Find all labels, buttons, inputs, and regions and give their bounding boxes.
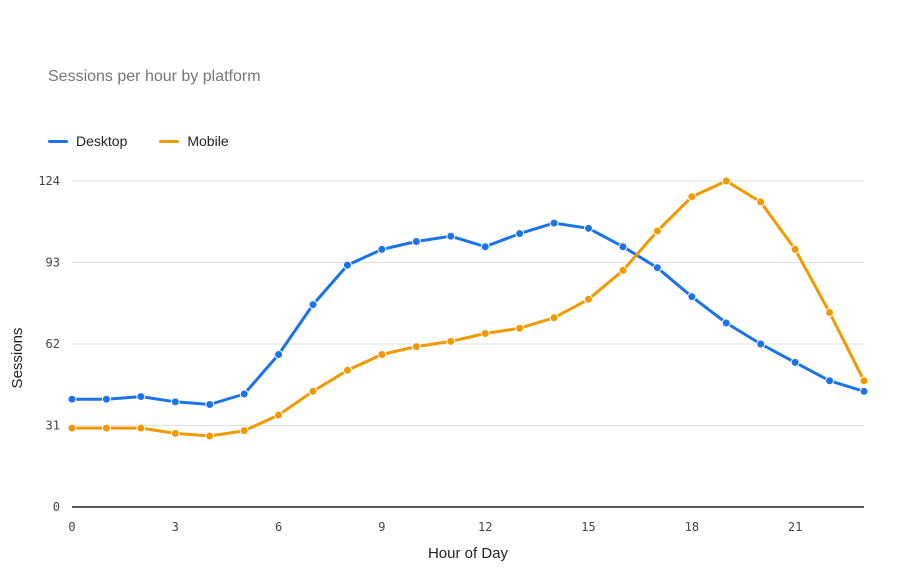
data-point-desktop[interactable] — [652, 263, 662, 273]
data-point-mobile[interactable] — [274, 410, 284, 420]
x-axis-title: Hour of Day — [428, 545, 509, 562]
y-tick-label: 124 — [38, 174, 60, 188]
data-point-mobile[interactable] — [652, 226, 662, 236]
data-point-desktop[interactable] — [274, 350, 284, 360]
data-point-mobile[interactable] — [584, 294, 594, 304]
data-point-mobile[interactable] — [342, 365, 352, 375]
data-point-mobile[interactable] — [721, 176, 731, 186]
legend-swatch-mobile — [159, 139, 180, 143]
series-line-mobile — [70, 179, 866, 438]
data-point-desktop[interactable] — [480, 242, 490, 252]
data-point-desktop[interactable] — [618, 242, 628, 252]
data-point-mobile[interactable] — [790, 244, 800, 254]
x-tick-label: 12 — [478, 520, 492, 534]
data-point-mobile[interactable] — [480, 328, 490, 338]
x-tick-label: 15 — [581, 520, 595, 534]
data-point-desktop[interactable] — [411, 236, 421, 246]
x-tick-label: 21 — [788, 520, 802, 534]
data-point-desktop[interactable] — [687, 292, 697, 302]
legend-label-desktop: Desktop — [76, 133, 128, 149]
data-point-desktop[interactable] — [790, 357, 800, 367]
y-tick-label: 31 — [46, 419, 60, 433]
data-point-desktop[interactable] — [136, 392, 146, 402]
legend: Desktop Mobile — [48, 133, 229, 149]
data-point-mobile[interactable] — [67, 423, 77, 433]
legend-label-mobile: Mobile — [187, 133, 229, 149]
data-point-desktop[interactable] — [205, 399, 215, 409]
legend-item-desktop[interactable]: Desktop — [48, 133, 127, 149]
data-point-mobile[interactable] — [756, 197, 766, 207]
series-line-desktop — [70, 221, 866, 406]
data-point-mobile[interactable] — [170, 428, 180, 438]
data-point-desktop[interactable] — [549, 218, 559, 228]
y-tick-label: 93 — [46, 256, 60, 270]
data-point-desktop[interactable] — [239, 389, 249, 399]
data-point-desktop[interactable] — [67, 394, 77, 404]
data-point-mobile[interactable] — [446, 336, 456, 346]
gridlines — [72, 180, 864, 426]
data-point-mobile[interactable] — [515, 323, 525, 333]
data-point-mobile[interactable] — [687, 192, 697, 202]
y-tick-label: 0 — [53, 500, 60, 514]
data-point-desktop[interactable] — [756, 339, 766, 349]
x-tick-label: 0 — [68, 520, 75, 534]
data-point-mobile[interactable] — [825, 307, 835, 317]
data-point-desktop[interactable] — [377, 244, 387, 254]
data-point-mobile[interactable] — [136, 423, 146, 433]
data-point-desktop[interactable] — [446, 231, 456, 241]
axes: 0 31 62 93 124 0 3 6 9 12 15 18 21 — [38, 174, 864, 534]
x-tick-label: 6 — [275, 520, 282, 534]
data-point-mobile[interactable] — [411, 342, 421, 352]
data-point-mobile[interactable] — [549, 313, 559, 323]
y-tick-label: 62 — [46, 337, 60, 351]
chart-title: Sessions per hour by platform — [48, 68, 261, 85]
legend-swatch-desktop — [48, 139, 68, 143]
data-point-mobile[interactable] — [205, 431, 215, 441]
data-point-desktop[interactable] — [101, 394, 111, 404]
data-point-desktop[interactable] — [859, 386, 869, 396]
data-point-desktop[interactable] — [721, 318, 731, 328]
data-point-desktop[interactable] — [515, 229, 525, 239]
data-point-mobile[interactable] — [859, 376, 869, 386]
x-tick-label: 9 — [378, 520, 385, 534]
data-point-mobile[interactable] — [239, 426, 249, 436]
series-desktop — [67, 218, 869, 409]
x-tick-label: 3 — [172, 520, 179, 534]
data-point-mobile[interactable] — [618, 265, 628, 275]
legend-item-mobile[interactable]: Mobile — [159, 133, 229, 149]
data-point-desktop[interactable] — [584, 223, 594, 233]
data-point-mobile[interactable] — [377, 350, 387, 360]
data-point-desktop[interactable] — [170, 397, 180, 407]
data-point-desktop[interactable] — [342, 260, 352, 270]
series-layer — [67, 176, 869, 441]
x-tick-label: 18 — [685, 520, 699, 534]
data-point-desktop[interactable] — [825, 376, 835, 386]
data-point-mobile[interactable] — [101, 423, 111, 433]
data-point-mobile[interactable] — [308, 386, 318, 396]
series-mobile — [67, 176, 869, 441]
y-axis-title: Sessions — [9, 328, 26, 389]
data-point-desktop[interactable] — [308, 300, 318, 310]
